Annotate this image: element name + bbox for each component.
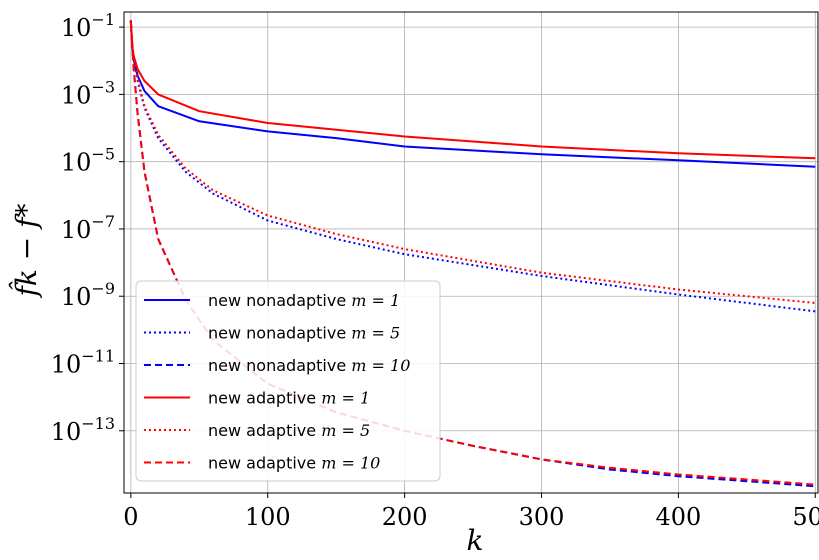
x-tick-label: 0 — [123, 503, 138, 531]
y-tick-label: 10−13 — [51, 414, 115, 446]
y-axis: 10−1 10−3 10−5 10−7 10−9 10−11 10−13 — [51, 10, 124, 446]
legend-label: new nonadaptive m = 1 — [208, 291, 400, 310]
series-lines — [129, 20, 816, 488]
y-tick-label: 10−9 — [61, 279, 115, 311]
plot-frame — [123, 11, 819, 494]
y-tick-label: 10−3 — [61, 77, 115, 109]
series-line-6 — [129, 20, 816, 486]
legend-label: new adaptive m = 1 — [208, 389, 370, 408]
y-tick-label: 10−1 — [61, 10, 115, 42]
y-axis-label: f̂k − f* — [9, 204, 43, 299]
legend-box — [135, 280, 441, 482]
x-tick-label: 200 — [382, 503, 428, 531]
legend-label: new adaptive m = 10 — [208, 454, 380, 473]
y-tick-label: 10−11 — [51, 347, 115, 379]
x-tick-label: 100 — [245, 503, 291, 531]
x-tick-label: 400 — [655, 503, 701, 531]
y-tick-label: 10−7 — [61, 212, 115, 244]
x-axis: 0 100 200 300 400 500 — [123, 493, 819, 531]
x-axis-label: k — [467, 524, 484, 557]
y-tick-label: 10−5 — [61, 145, 115, 177]
legend: new nonadaptive m = 1 new nonadaptive m =… — [135, 280, 441, 482]
x-tick-label: 300 — [519, 503, 565, 531]
legend-label: new nonadaptive m = 10 — [208, 356, 410, 375]
x-tick-label: 500 — [792, 503, 819, 531]
grid — [124, 12, 818, 493]
legend-label: new nonadaptive m = 5 — [208, 324, 400, 343]
legend-label: new adaptive m = 5 — [208, 421, 370, 440]
